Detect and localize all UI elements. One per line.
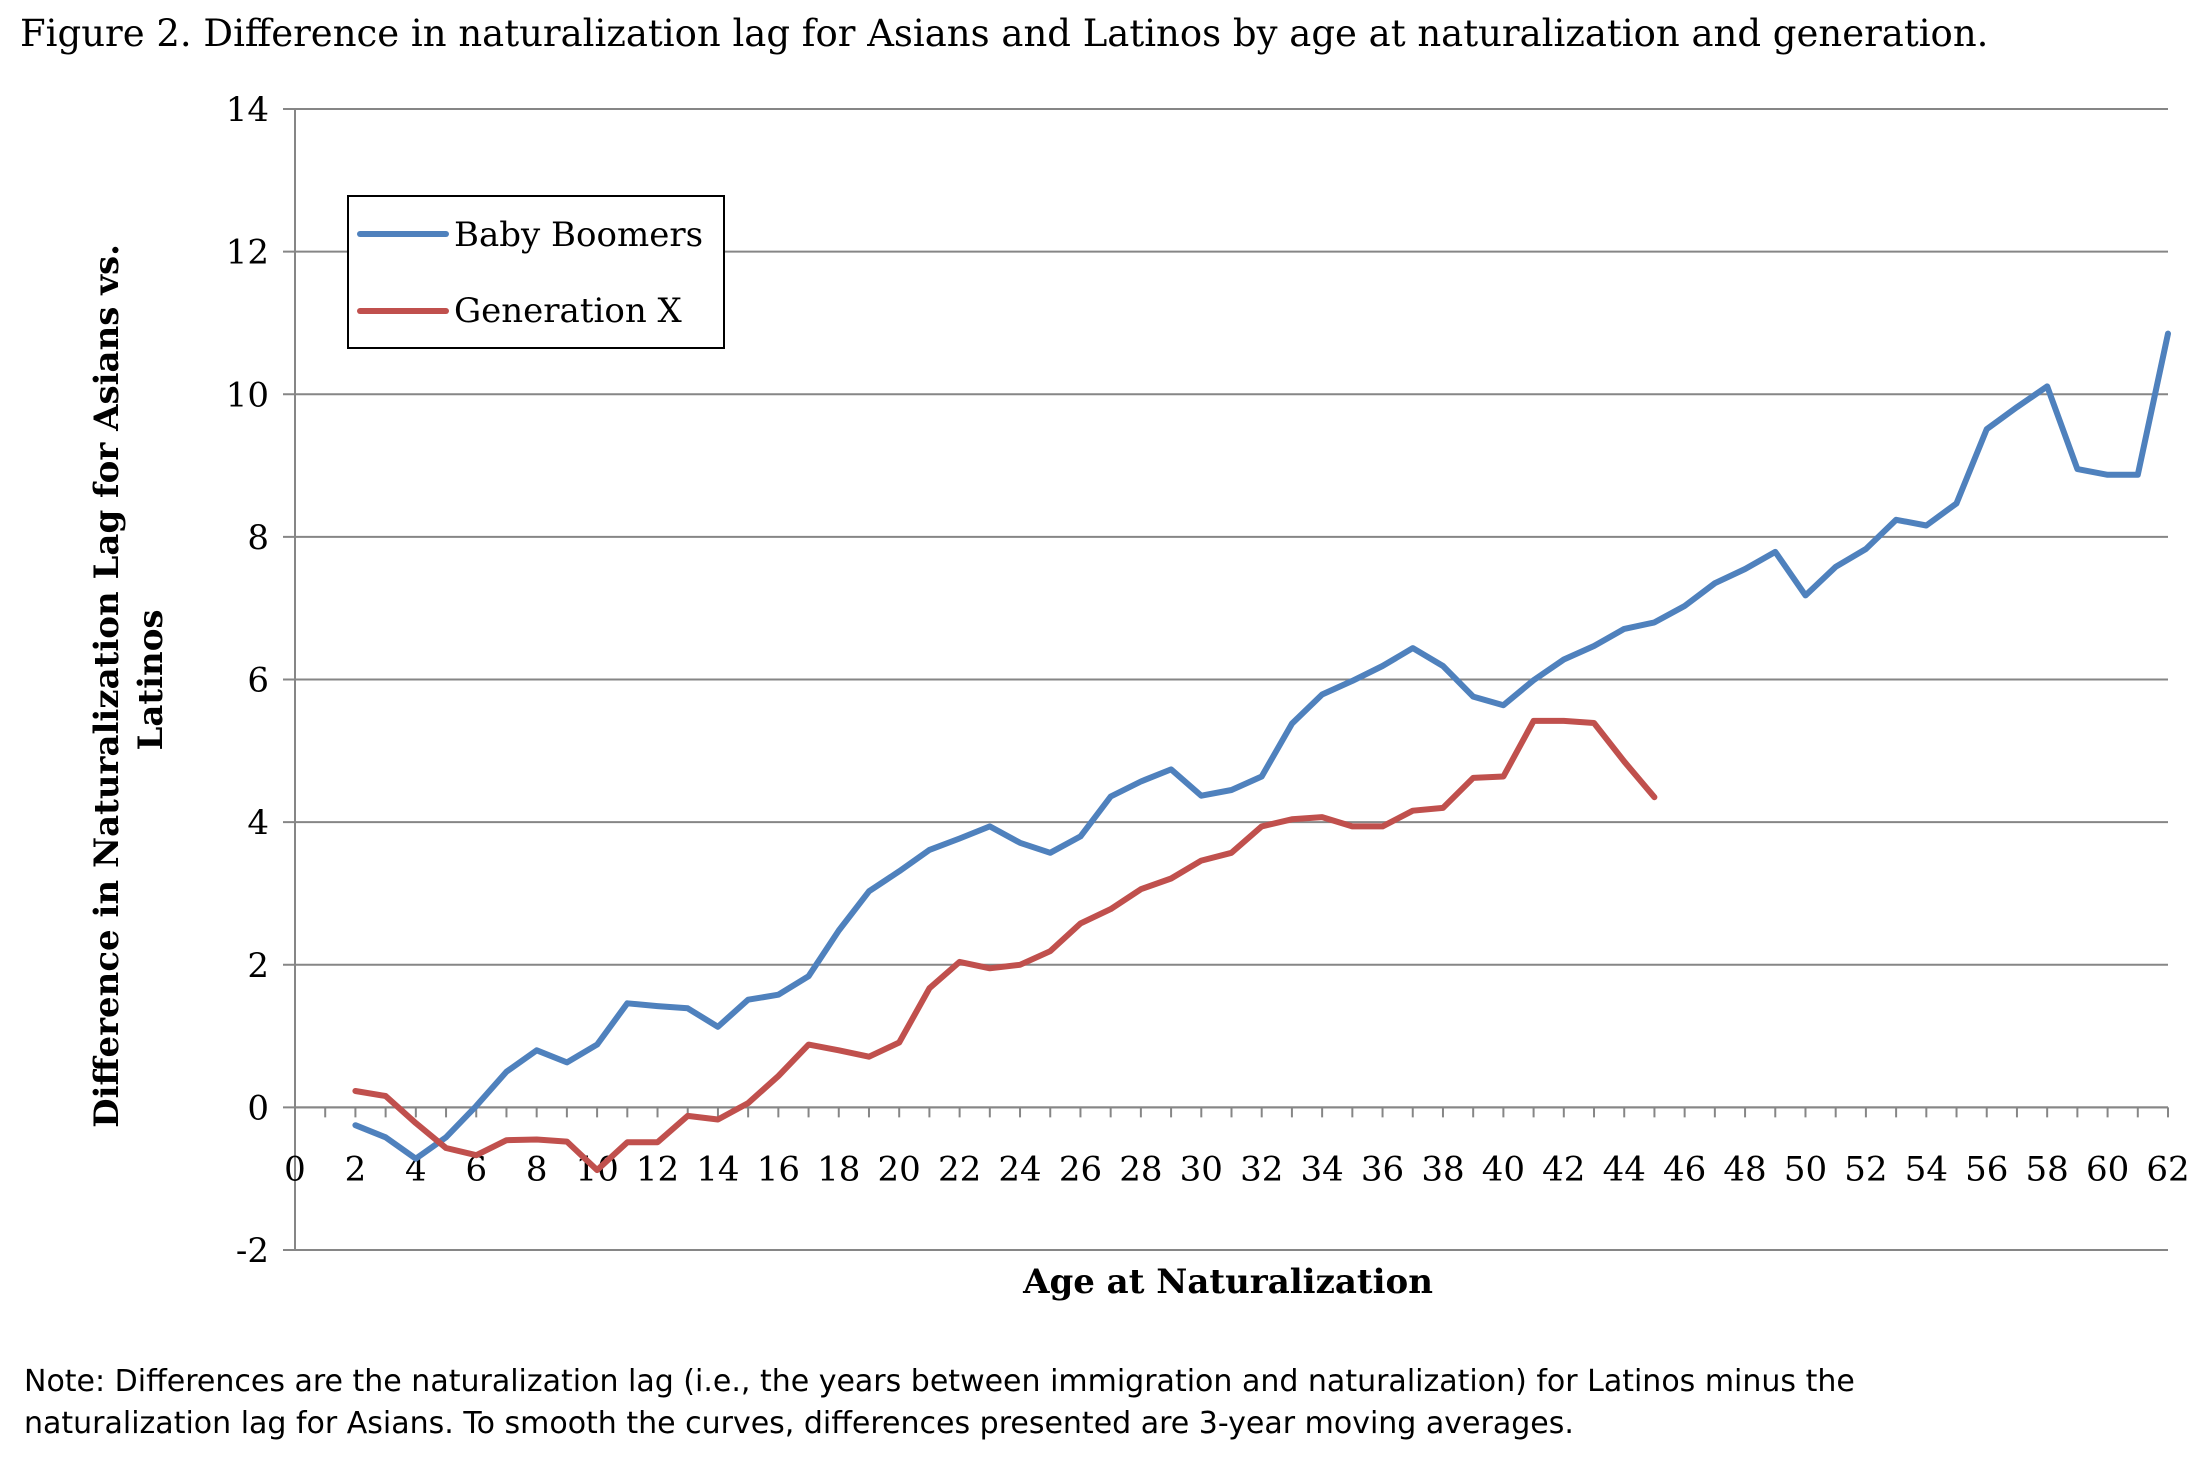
figure-note-line-1: Note: Differences are the naturalization… [24,1364,1855,1399]
x-tick-label: 22 [938,1149,981,1189]
x-tick-label: 54 [1905,1149,1948,1189]
y-tick-label: 12 [226,233,269,273]
x-tick-label: 8 [526,1149,548,1189]
chart-axes [294,109,2168,1250]
y-axis-title-line-2: Latinos [131,609,171,750]
y-tick-label: 0 [247,1088,269,1128]
figure-note-line-2: naturalization lag for Asians. To smooth… [24,1406,1574,1441]
y-tick-label: 6 [247,661,269,701]
x-tick-label: 58 [2026,1149,2069,1189]
x-tick-label: 34 [1300,1149,1343,1189]
y-tick-label: 8 [247,518,269,558]
x-tick-label: 28 [1119,1149,1162,1189]
y-tick-label: 14 [226,90,269,130]
series-lines [352,330,2171,1174]
y-tick-labels: -2 0 2 4 6 8 10 12 14 [226,90,269,1271]
figure-title: Figure 2. Difference in naturalization l… [20,12,1989,55]
x-tick-label: 60 [2086,1149,2129,1189]
x-tick-label: 30 [1180,1149,1223,1189]
x-tick-label: 50 [1784,1149,1827,1189]
x-tick-label: 6 [465,1149,487,1189]
y-axis-title-line-1: Difference in Naturalization Lag for Asi… [87,244,127,1128]
x-tick-label: 36 [1361,1149,1404,1189]
x-tick-label: 62 [2146,1149,2189,1189]
x-tick-label: 40 [1482,1149,1525,1189]
x-tick-label: 16 [757,1149,800,1189]
y-tick-label: 2 [247,946,269,986]
legend-label-baby-boomers: Baby Boomers [454,215,703,255]
x-tick-label: 44 [1603,1149,1646,1189]
figure-note: Note: Differences are the naturalization… [24,1361,2184,1445]
y-tick-label: 4 [247,803,269,843]
x-tick-labels: 0 2 4 6 8 10 12 14 16 18 20 22 24 26 28 30 32 34 36 38 40 42 4… [284,1149,2189,1189]
x-tick-label: 14 [696,1149,739,1189]
x-tick-label: 52 [1844,1149,1887,1189]
y-tick-label: -2 [236,1231,269,1271]
x-tick-label: 26 [1059,1149,1102,1189]
x-tick-label: 2 [345,1149,367,1189]
x-tick-label: 42 [1542,1149,1585,1189]
series-line-baby-boomers [352,330,2171,1162]
x-tick-label: 46 [1663,1149,1706,1189]
series-line-generation-x [352,717,1658,1174]
chart-legend: Baby Boomers Generation X [347,195,725,349]
x-tick-label: 32 [1240,1149,1283,1189]
x-tick-label: 56 [1965,1149,2008,1189]
x-tick-label: 4 [405,1149,427,1189]
legend-box [347,195,725,349]
x-tick-label: 20 [878,1149,921,1189]
x-tick-label: 12 [636,1149,679,1189]
legend-label-generation-x: Generation X [454,291,683,331]
x-axis-title: Age at Naturalization [1022,1262,1433,1302]
x-tick-label: 48 [1723,1149,1766,1189]
x-tick-label: 24 [998,1149,1041,1189]
x-tick-label: 0 [284,1149,306,1189]
x-tick-label: 38 [1421,1149,1464,1189]
y-axis-title: Difference in Naturalization Lag for Asi… [87,232,171,1128]
y-tick-label: 10 [226,375,269,415]
x-tick-label: 18 [817,1149,860,1189]
